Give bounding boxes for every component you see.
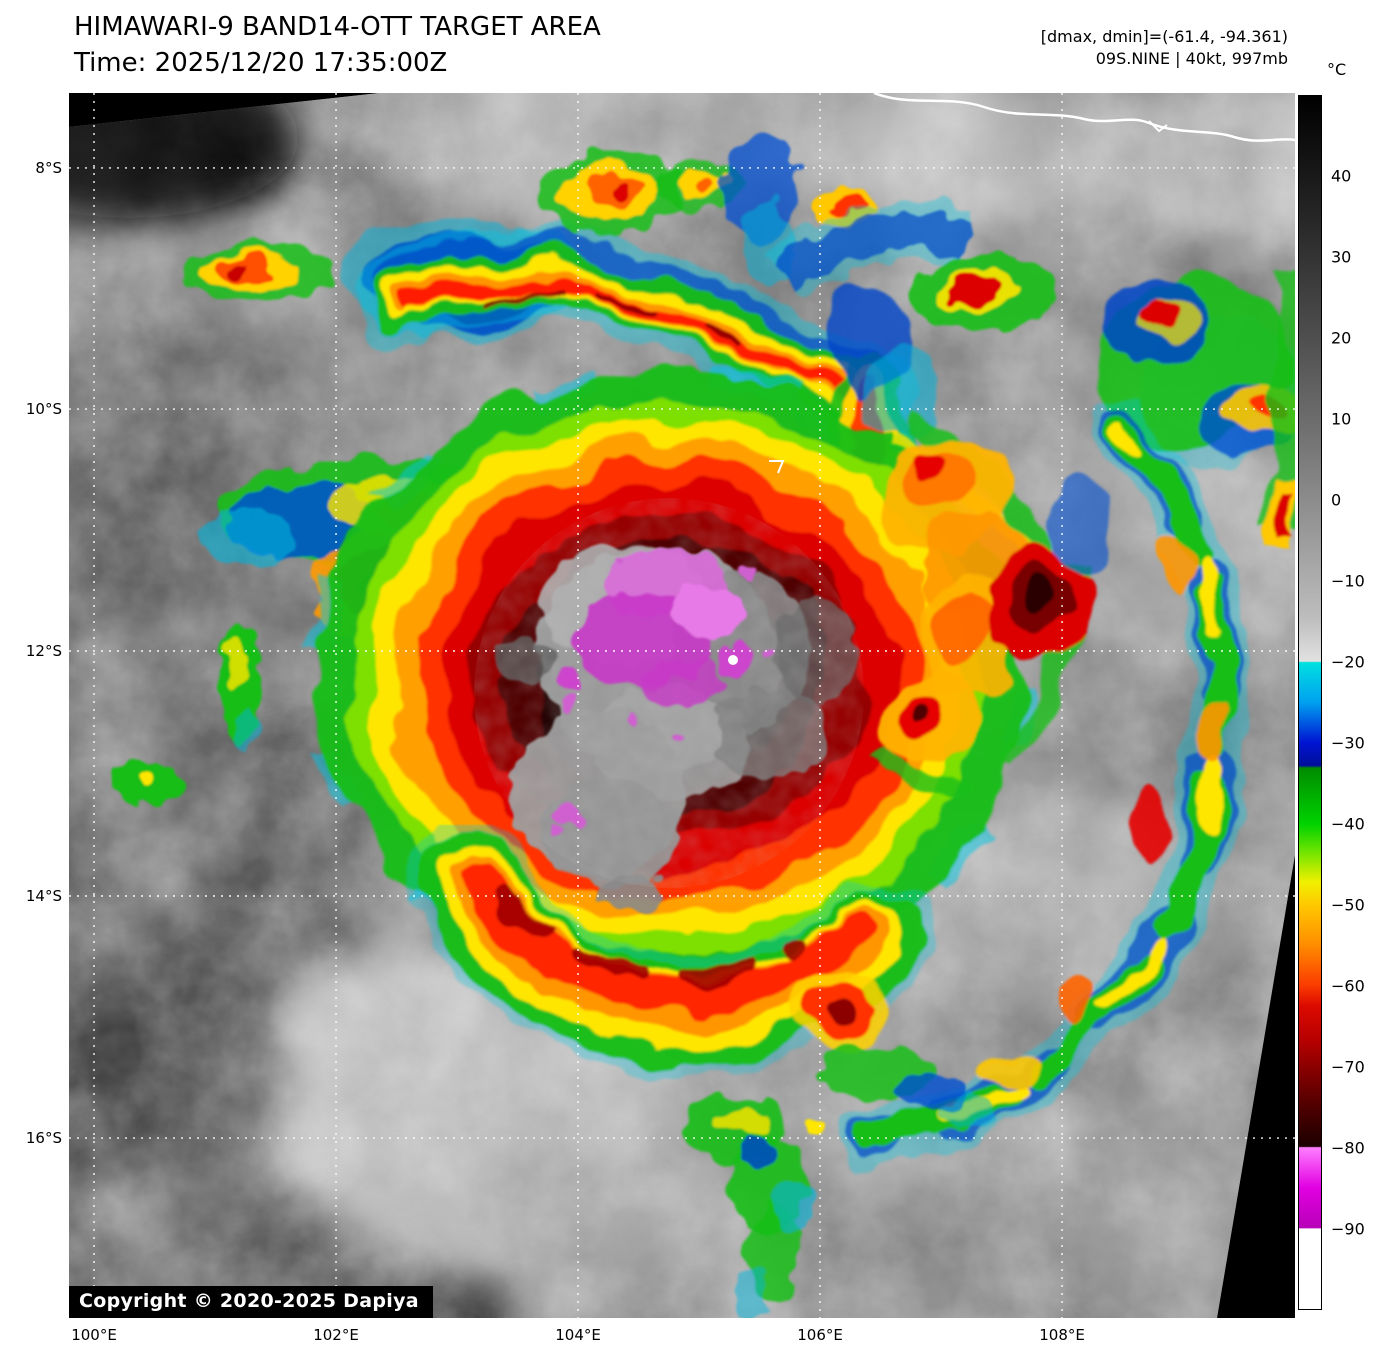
south-band	[409, 823, 934, 1075]
south-convection	[684, 1045, 997, 1318]
storm-info-label: 09S.NINE | 40kt, 997mb	[1095, 49, 1288, 68]
colorbar-tick-label: 40	[1331, 166, 1352, 186]
lat-tick-label: 10°S	[25, 400, 62, 419]
colorbar-tick-label: 10	[1331, 409, 1352, 429]
colorbar-unit-label: °C	[1327, 60, 1347, 79]
satellite-map: Copyright © 2020-2025 Dapiya	[69, 93, 1295, 1318]
colorbar-tick-label: −80	[1331, 1138, 1365, 1158]
lon-tick-label: 100°E	[71, 1326, 117, 1344]
copyright-label: Copyright © 2020-2025 Dapiya	[69, 1286, 433, 1318]
east-cluster	[861, 410, 1109, 797]
top-convection	[184, 133, 1059, 331]
colorbar-tick-label: −20	[1331, 652, 1365, 672]
colorbar-tick-label: 30	[1331, 247, 1352, 267]
page-title: HIMAWARI-9 BAND14-OTT TARGET AREA	[74, 12, 601, 42]
colorbar-tick-label: −60	[1331, 976, 1365, 996]
overshooting-tops-magenta	[551, 548, 774, 837]
lon-tick-label: 102°E	[313, 1326, 359, 1344]
annotation-block: [dmax, dmin]=(-61.4, -94.361) 09S.NINE |…	[1041, 26, 1288, 70]
colorbar-tick-label: 20	[1331, 328, 1352, 348]
coastline	[769, 93, 1295, 474]
satellite-image	[69, 93, 1295, 1318]
lon-tick-label: 108°E	[1039, 1326, 1085, 1344]
lon-tick-label: 106°E	[797, 1326, 843, 1344]
colorbar	[1298, 95, 1322, 1310]
colorbar-tick-label: −10	[1331, 571, 1365, 591]
time-label: Time: 2025/12/20 17:35:00Z	[74, 48, 448, 78]
small-map-glyph	[769, 460, 785, 474]
colorbar-tick-label: 0	[1331, 490, 1342, 510]
eye-white-dot	[728, 655, 738, 665]
lat-tick-label: 14°S	[25, 886, 62, 905]
northeast-cluster	[1099, 273, 1295, 547]
lat-tick-label: 12°S	[25, 641, 62, 660]
lat-tick-label: 16°S	[25, 1129, 62, 1148]
lat-tick-label: 8°S	[35, 158, 62, 177]
colorbar-tick-label: −30	[1331, 733, 1365, 753]
colorbar-tick-label: −70	[1331, 1057, 1365, 1077]
lon-tick-label: 104°E	[555, 1326, 601, 1344]
colorbar-tick-label: −90	[1331, 1219, 1365, 1239]
colorbar-tick-label: −50	[1331, 895, 1365, 915]
swath	[69, 93, 1295, 1318]
colorbar-tick-label: −40	[1331, 814, 1365, 834]
dmax-dmin-label: [dmax, dmin]=(-61.4, -94.361)	[1040, 27, 1288, 46]
